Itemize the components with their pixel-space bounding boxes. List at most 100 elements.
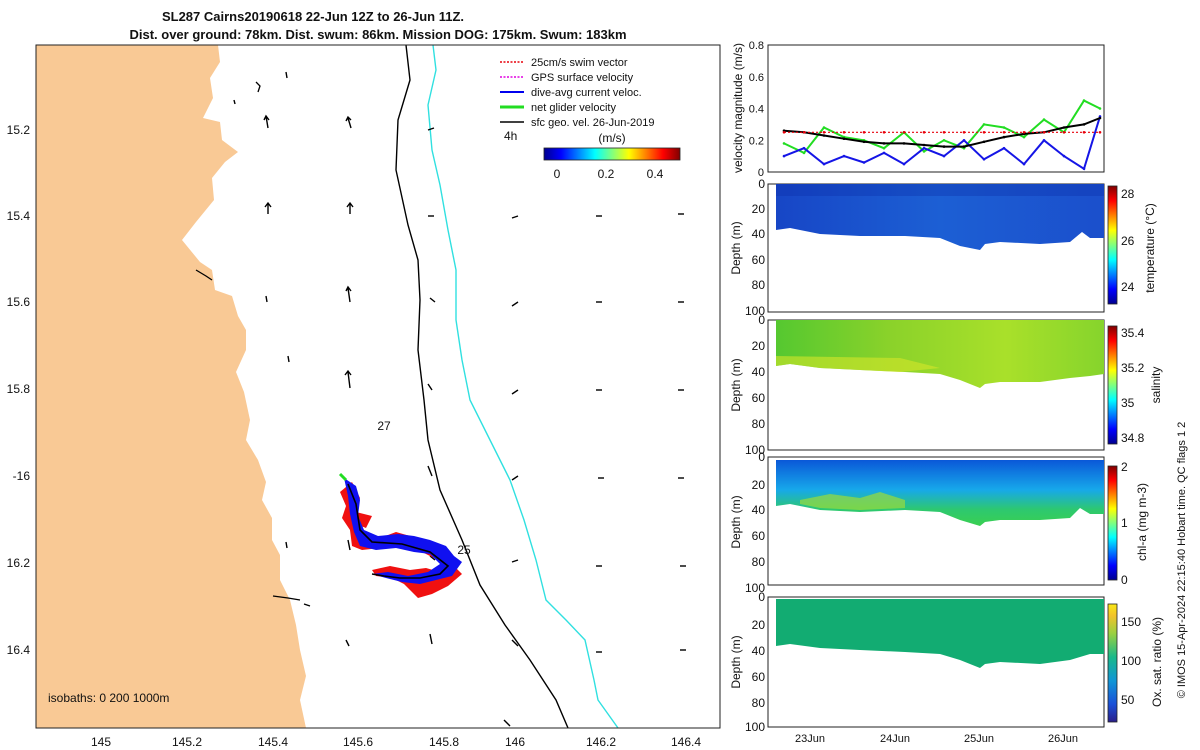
island-outline [272,595,301,601]
velocity-point-net-glider-velocity [822,126,826,129]
colorbar-tick: 100 [1121,654,1141,668]
velocity-panel: 0 0.2 0.4 0.6 0.8 velocity magnitude (m/s) [731,40,1105,179]
oxygen-y-axis: 0 20 40 60 80 100 Depth (m) [729,590,765,734]
depth-tick: 80 [752,417,766,431]
velocity-y-tick: 0.4 [749,104,764,116]
velocity-point-25cm-s-swim-vector [882,131,886,134]
depth-label: Depth (m) [729,358,743,411]
velocity-point-sfc-geo-vel [902,142,906,145]
velocity-point-sfc-geo-vel [962,145,966,148]
island-outline [303,603,311,607]
velocity-point-sfc-geo-vel [1062,126,1066,129]
depth-tick: 80 [752,278,766,292]
colorbar-label: salinity [1149,367,1163,404]
depth-label: Depth (m) [729,635,743,688]
temperature-colorbar-bar [1107,185,1118,305]
salinity-colorbar: 34.8 35 35.2 35.4 salinity [1107,325,1163,445]
chla-y-axis: 0 20 40 60 80 100 Depth (m) [729,450,765,595]
velocity-point-dive-avg-current-veloc [1042,139,1046,142]
velocity-point-net-glider-velocity [802,151,806,155]
credit-line: © IMOS 15-Apr-2024 22:15:40 Hobart time.… [1176,422,1188,699]
dive-avg-current-cloud [344,478,462,584]
velocity-point-sfc-geo-vel [1098,116,1102,120]
velocity-point-dive-avg-current-veloc [802,146,806,150]
oxygen-colorbar-bar [1107,603,1118,723]
chla-colorbar: 0 1 2 chl-a (mg m-3) [1107,460,1149,587]
velocity-point-sfc-geo-vel [922,143,926,147]
velocity-y-axis: 0 0.2 0.4 0.6 0.8 [749,40,764,179]
velocity-point-dive-avg-current-veloc [822,162,826,166]
depth-tick: 0 [758,177,765,191]
velocity-plot-frame [767,44,1105,173]
velocity-y-tick: 0.8 [749,40,764,52]
salinity-lowband [776,356,940,372]
map-y-tick: 16.4 [7,643,31,657]
legend-label: sfc geo. vel. 26-Jun-2019 [531,117,655,129]
velocity-point-dive-avg-current-veloc [922,146,926,150]
velocity-point-25cm-s-swim-vector [1022,131,1026,134]
velocity-point-25cm-s-swim-vector [942,131,946,134]
map-y-tick: 16.2 [7,556,31,570]
velocity-point-25cm-s-swim-vector [802,131,806,134]
time-tick: 26Jun [1048,733,1078,745]
velocity-point-dive-avg-current-veloc [862,161,866,164]
velocity-point-25cm-s-swim-vector [922,131,926,134]
map-x-tick: 145.2 [172,735,202,749]
track-annotation-27: 27 [377,419,391,433]
velocity-point-dive-avg-current-veloc [882,151,886,155]
time-axis: 23Jun 24Jun 25Jun 26Jun [795,733,1078,745]
colorbar-tick: 34.8 [1121,431,1145,445]
legend-label: 25cm/s swim vector [531,57,628,69]
map-panel: 27 25 4h isobaths: 0 200 1000m 145 145.2… [7,44,721,749]
velocity-point-net-glider-velocity [942,139,946,142]
temperature-y-axis: 0 20 40 60 80 100 Depth (m) [729,177,765,318]
velocity-point-net-glider-velocity [1098,107,1102,110]
colorbar-tick: 24 [1121,280,1135,294]
colorbar-tick: 150 [1121,615,1141,629]
colorbar-label: Ox. sat. ratio (%) [1150,617,1164,707]
map-frame [35,44,721,729]
colorbar-label: chl-a (mg m-3) [1135,483,1149,561]
map-x-tick: 145.4 [258,735,288,749]
isobaths-label: isobaths: 0 200 1000m [48,691,169,705]
colorbar-tick: 0 [1121,573,1128,587]
velocity-point-net-glider-velocity [1042,118,1046,121]
velocity-point-net-glider-velocity [782,142,786,145]
coastline-land [36,45,306,728]
velocity-point-25cm-s-swim-vector [782,131,786,134]
net-glider-track-line [347,483,450,579]
salinity-panel [767,319,1105,451]
velocity-point-dive-avg-current-veloc [1022,162,1026,166]
velocity-point-sfc-geo-vel [862,140,866,144]
map-x-tick: 145 [91,735,111,749]
velocity-point-25cm-s-swim-vector [1042,131,1046,134]
colorbar-tick: 1 [1121,516,1128,530]
map-y-tick: 15.6 [7,295,31,309]
figure-title-line2: Dist. over ground: 78km. Dist. swum: 86k… [129,27,626,42]
colorbar-tick: 28 [1121,187,1135,201]
velocity-y-tick: 0.6 [749,72,764,84]
map-y-tick: 15.4 [7,209,31,223]
velocity-y-tick: 0 [758,167,764,179]
depth-tick: 0 [758,450,765,464]
isobath-200m [395,45,569,728]
velocity-series-group [782,99,1102,171]
velocity-point-sfc-geo-vel [982,140,986,144]
temperature-colorbar: 24 26 28 temperature (°C) [1107,185,1157,305]
velocity-point-dive-avg-current-veloc [942,154,946,158]
map-x-tick: 146.4 [671,735,701,749]
velocity-point-sfc-geo-vel [1002,135,1006,139]
map-x-tick: 146 [505,735,525,749]
map-x-tick: 145.6 [343,735,373,749]
velocity-point-net-glider-velocity [1082,99,1086,102]
colorbar-tick: 35 [1121,396,1135,410]
glider-track [338,472,462,598]
map-x-tick: 145.8 [429,735,459,749]
time-tick: 25Jun [964,733,994,745]
depth-tick: 20 [752,202,766,216]
velocity-point-net-glider-velocity [1022,135,1026,139]
velocity-point-dive-avg-current-veloc [902,162,906,166]
depth-label: Depth (m) [729,495,743,548]
depth-tick: 40 [752,644,766,658]
velocity-point-dive-avg-current-veloc [842,154,846,158]
